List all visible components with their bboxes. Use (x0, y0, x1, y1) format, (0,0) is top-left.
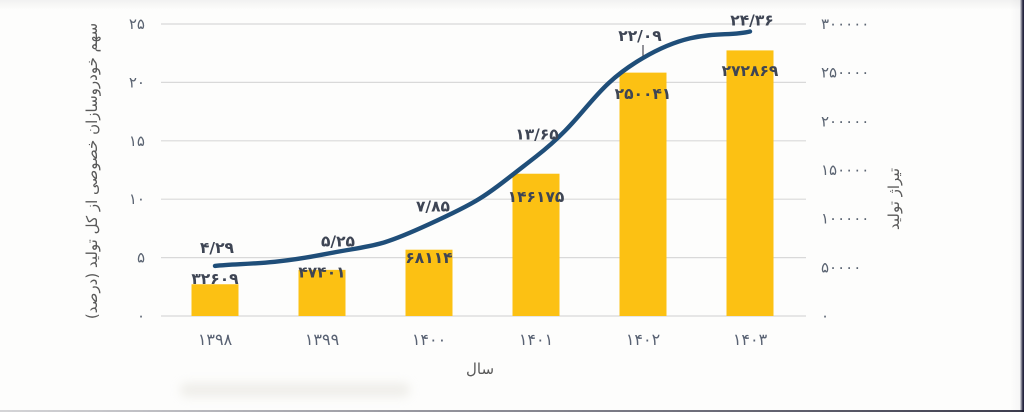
left-axis-tick: ۱۵ (129, 132, 145, 150)
bar-value-label: ۳۲۶۰۹ (191, 270, 239, 288)
bar-value-label: ۶۸۱۱۴ (405, 249, 452, 267)
gridlines-group (161, 23, 806, 317)
bar (512, 173, 560, 316)
screen-bezel-bottom (0, 410, 1024, 412)
screen-bezel-right (1020, 0, 1024, 412)
x-axis-category: ۱۴۰۲ (626, 330, 660, 349)
axis-ticks-group: ۲۵ ۲۰ ۱۵ ۱۰ ۵ ۰ ۳۰۰۰۰۰ ۲۵۰۰۰۰ ۲۰۰۰۰۰ ۱۵۰۰۰۰ ۱۰۰۰۰۰… (129, 15, 869, 349)
right-axis-tick: ۵۰۰۰۰ (821, 258, 861, 276)
left-axis-tick: ۰ (137, 307, 145, 325)
left-axis-tick: ۲۰ (129, 73, 145, 91)
x-axis-category: ۱۴۰۱ (519, 330, 553, 349)
line-value-label: ۷/۸۵ (416, 197, 450, 215)
bar-value-label: ۲۷۲۸۶۹ (722, 62, 779, 80)
right-axis-tick: ۳۰۰۰۰۰ (821, 15, 869, 33)
right-axis-tick: ۱۵۰۰۰۰ (821, 161, 869, 179)
left-axis-title: سهم خودروسازان خصوصی از کل تولید (درصد) (83, 23, 101, 319)
trend-line (212, 29, 753, 269)
line-value-label: ۲۴/۳۶ (730, 11, 774, 29)
bar-series-group (191, 50, 774, 317)
left-axis-tick: ۱۰ (129, 190, 145, 208)
right-axis-title: تیراژ تولید (885, 168, 903, 230)
right-axis-tick: ۱۰۰۰۰۰ (821, 210, 869, 228)
bar-value-label: ۱۴۶۱۷۵ (508, 188, 565, 206)
bar-value-label: ۴۷۴۰۱ (298, 263, 345, 281)
line-series-group (212, 29, 753, 269)
left-axis-tick: ۲۵ (129, 15, 145, 33)
data-labels-group: ۳۲۶۰۹ ۴۷۴۰۱ ۶۸۱۱۴ ۱۴۶۱۷۵ ۲۵۰۰۴۱ ۲۷۲۸۶۹ ۴/۲۹ ۵/۲… (191, 11, 779, 288)
left-axis-tick: ۵ (137, 249, 145, 267)
line-value-label: ۲۲/۰۹ (618, 27, 662, 45)
bar (619, 72, 667, 316)
x-axis-title: سال (466, 360, 494, 378)
bar-value-label: ۲۵۰۰۴۱ (615, 85, 672, 103)
right-axis-tick: ۲۵۰۰۰۰ (821, 64, 869, 82)
line-value-label: ۵/۲۵ (321, 233, 355, 251)
x-axis-category: ۱۴۰۳ (733, 330, 768, 349)
x-axis-category: ۱۳۹۹ (305, 330, 339, 349)
x-axis-category: ۱۳۹۸ (198, 330, 233, 349)
bar (726, 50, 774, 317)
right-axis-tick: ۰ (821, 307, 829, 325)
right-axis-tick: ۲۰۰۰۰۰ (821, 112, 869, 130)
bar (191, 284, 239, 316)
bar (405, 249, 453, 316)
line-value-label: ۱۳/۶۵ (515, 126, 559, 144)
x-axis-category: ۱۴۰۰ (412, 330, 446, 349)
line-value-label: ۴/۲۹ (200, 239, 235, 257)
bar (298, 269, 346, 316)
